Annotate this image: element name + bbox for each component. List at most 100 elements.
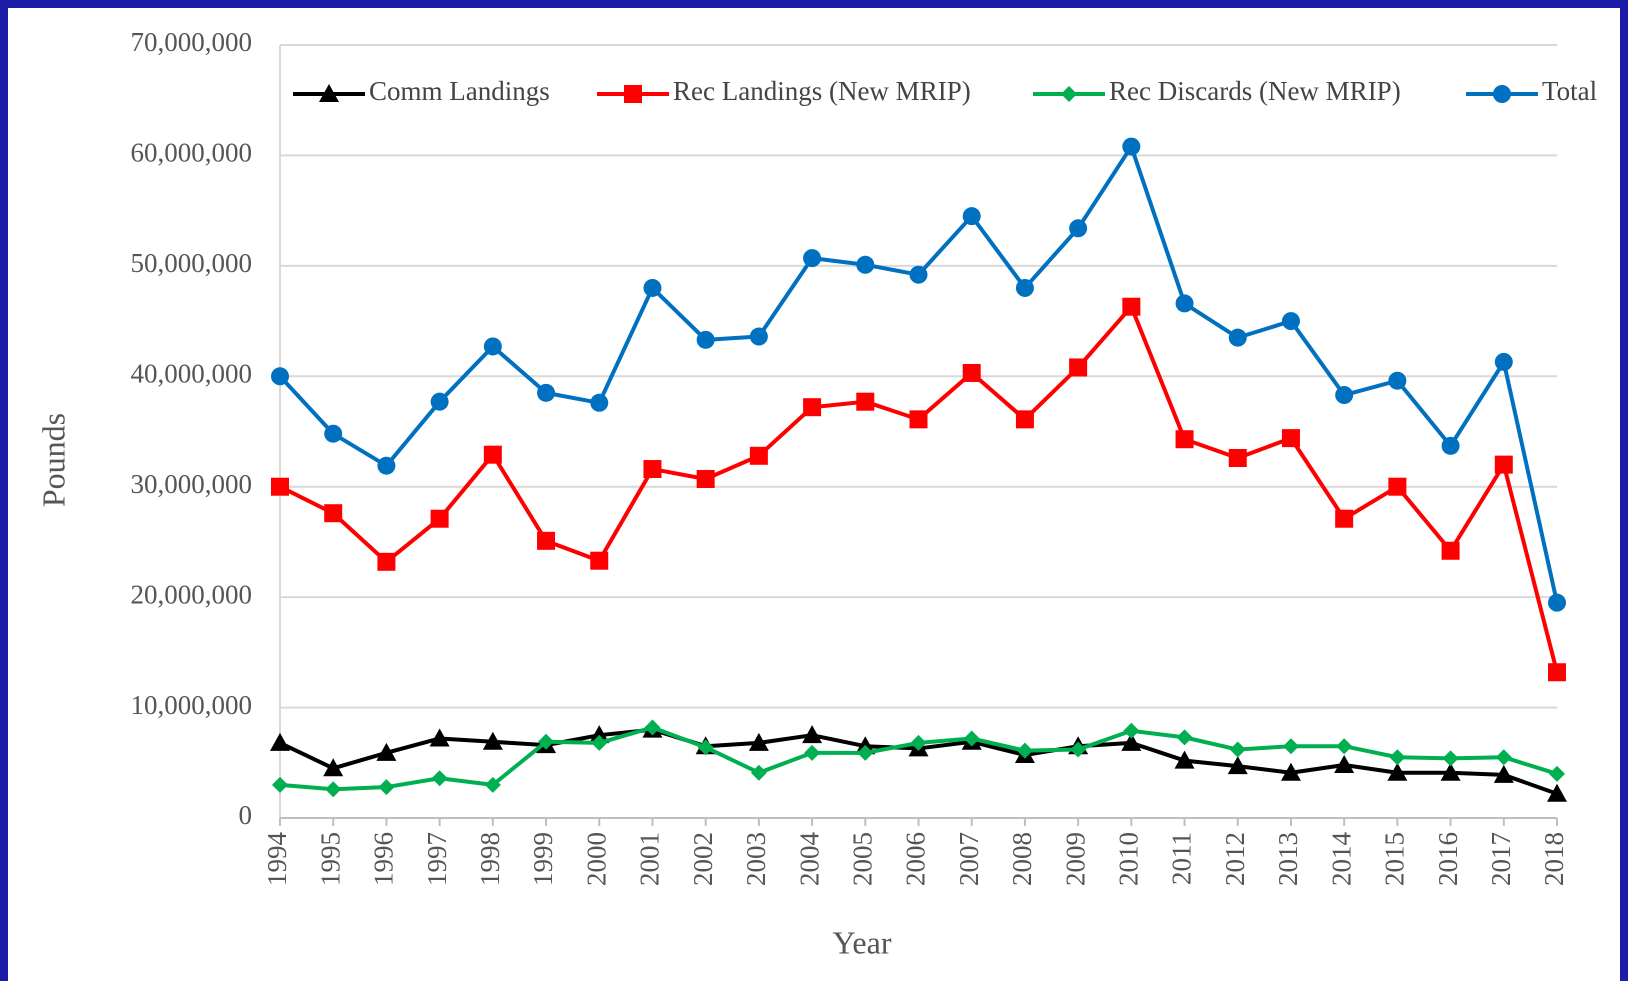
data-point	[1549, 765, 1565, 782]
y-tick-label: 10,000,000	[131, 690, 253, 720]
data-point	[484, 776, 501, 793]
y-tick-label: 40,000,000	[131, 358, 253, 388]
data-point	[483, 337, 502, 356]
x-tick-label: 2010	[1114, 832, 1144, 886]
data-point	[804, 744, 821, 761]
data-point	[378, 779, 395, 796]
data-point	[1069, 219, 1088, 238]
x-tick-label: 1998	[475, 832, 505, 886]
x-axis-title: Year	[833, 924, 892, 960]
data-point	[1495, 749, 1512, 766]
data-point	[590, 393, 609, 412]
x-tick-label: 2006	[901, 832, 931, 886]
data-point	[1440, 762, 1461, 781]
data-point	[1493, 764, 1514, 783]
data-point	[271, 367, 289, 386]
data-point	[1281, 312, 1300, 331]
data-point	[1336, 738, 1353, 755]
x-tick-label: 2005	[847, 832, 877, 886]
data-point	[962, 207, 981, 226]
data-point	[1015, 278, 1034, 297]
data-point	[696, 469, 715, 488]
data-point	[1015, 410, 1034, 429]
data-point	[749, 327, 768, 346]
y-tick-label: 30,000,000	[131, 469, 253, 499]
y-axis-title: Pounds	[35, 413, 71, 507]
data-point	[909, 410, 928, 429]
data-point	[377, 456, 396, 475]
y-tick-label: 60,000,000	[131, 138, 253, 168]
data-point	[1388, 477, 1407, 496]
data-point	[856, 255, 875, 274]
x-tick-label: 2016	[1433, 832, 1463, 886]
x-tick-label: 2007	[954, 832, 984, 886]
data-point	[803, 249, 822, 268]
data-point	[696, 330, 715, 349]
x-tick-label: 2015	[1380, 832, 1410, 886]
data-point	[1121, 732, 1142, 751]
data-point	[271, 477, 289, 496]
legend-marker	[319, 84, 339, 102]
data-point	[1122, 297, 1141, 316]
data-point	[749, 446, 768, 465]
data-point	[482, 731, 503, 750]
legend-marker	[1493, 85, 1511, 103]
data-point	[856, 392, 875, 411]
data-point	[1175, 294, 1194, 313]
data-point	[270, 732, 290, 751]
data-point	[325, 781, 342, 798]
data-point	[591, 734, 608, 751]
data-point	[909, 265, 928, 284]
data-point	[1228, 449, 1247, 468]
data-point	[589, 725, 610, 744]
data-point	[1548, 593, 1566, 612]
data-point	[962, 363, 981, 382]
x-tick-label: 1995	[315, 832, 345, 886]
data-point	[590, 551, 609, 570]
data-point	[430, 509, 449, 528]
data-point	[1016, 742, 1033, 759]
x-tick-label: 2008	[1007, 832, 1037, 886]
legend-label: Total	[1542, 76, 1597, 106]
data-point	[1282, 738, 1299, 755]
data-point	[1547, 783, 1567, 802]
data-point	[1442, 750, 1459, 767]
data-point	[272, 776, 288, 793]
data-point	[1281, 429, 1300, 448]
legend-label: Rec Discards (New MRIP)	[1109, 76, 1401, 106]
data-point	[1070, 741, 1087, 758]
data-point	[1335, 509, 1354, 528]
data-point	[748, 732, 769, 751]
data-point	[963, 730, 980, 747]
data-point	[483, 445, 502, 464]
x-tick-label: 2014	[1326, 832, 1356, 887]
data-point	[1227, 756, 1248, 775]
data-point	[644, 719, 661, 736]
legend-label: Comm Landings	[369, 76, 550, 106]
x-tick-label: 2004	[794, 832, 824, 887]
data-point	[803, 398, 822, 417]
data-point	[324, 504, 343, 523]
y-tick-label: 20,000,000	[131, 579, 253, 609]
data-point	[430, 392, 449, 411]
data-point	[643, 460, 662, 479]
data-point	[1175, 430, 1194, 449]
x-tick-label: 2017	[1486, 832, 1516, 886]
y-tick-label: 50,000,000	[131, 248, 253, 278]
x-tick-label: 2012	[1220, 832, 1250, 886]
data-point	[697, 739, 714, 756]
data-point	[1174, 750, 1195, 769]
data-point	[1548, 663, 1566, 682]
data-point	[1389, 749, 1406, 766]
data-point	[857, 744, 874, 761]
x-tick-label: 2003	[741, 832, 771, 886]
x-tick-label: 2001	[635, 832, 665, 886]
data-point	[323, 758, 344, 777]
data-point	[910, 734, 927, 751]
data-point	[1228, 328, 1247, 347]
data-point	[324, 424, 343, 443]
x-tick-label: 2013	[1273, 832, 1303, 886]
data-point	[750, 764, 767, 781]
data-point	[429, 728, 450, 747]
